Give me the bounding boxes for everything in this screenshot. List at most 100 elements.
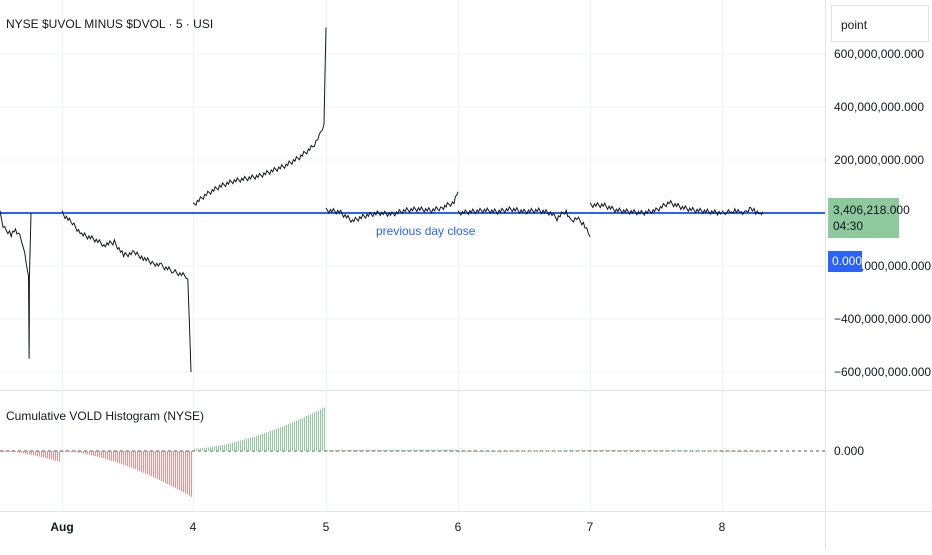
- histogram-bar: [294, 421, 295, 451]
- histogram-bar: [250, 437, 251, 451]
- histogram-bar: [619, 450, 620, 452]
- histogram-bar: [246, 438, 247, 451]
- time-axis-label: 6: [455, 520, 462, 534]
- histogram-bar: [41, 451, 42, 458]
- histogram-bar: [535, 450, 536, 452]
- histogram-bar: [623, 450, 624, 452]
- histogram-bar: [155, 451, 156, 479]
- histogram-bar: [617, 450, 618, 452]
- histogram-bar: [419, 449, 420, 451]
- histogram-bar: [21, 451, 22, 454]
- histogram-bar: [357, 450, 358, 452]
- histogram-bar: [533, 450, 534, 452]
- histogram-bar: [555, 450, 556, 452]
- histogram-bar: [761, 450, 762, 452]
- histogram-bar: [85, 451, 86, 454]
- histogram-bar: [749, 450, 750, 452]
- histogram-bar: [149, 451, 150, 476]
- histogram-bar: [733, 450, 734, 452]
- histogram-bar: [339, 450, 340, 452]
- histogram-bar: [551, 450, 552, 452]
- histogram-bar: [523, 450, 524, 452]
- histogram-bar: [701, 450, 702, 452]
- histogram-bar: [391, 449, 392, 451]
- histogram-bar: [169, 451, 170, 485]
- histogram-bar: [687, 450, 688, 452]
- time-axis-label: 4: [190, 520, 197, 534]
- histogram-bar: [69, 451, 70, 452]
- histogram-bar: [47, 451, 48, 459]
- histogram-bar: [204, 447, 205, 451]
- histogram-bar: [635, 450, 636, 452]
- histogram-bar: [115, 451, 116, 463]
- histogram-bar: [119, 451, 120, 464]
- histogram-bar: [91, 451, 92, 456]
- histogram-bar: [539, 450, 540, 452]
- histogram-bar: [258, 435, 259, 451]
- histogram-bar: [649, 450, 650, 452]
- previous-day-close-annotation: previous day close: [376, 224, 476, 238]
- histogram-bar: [689, 450, 690, 452]
- histogram-bar: [5, 451, 6, 452]
- histogram-bar: [707, 450, 708, 452]
- histogram-bar: [543, 450, 544, 452]
- histogram-bar: [699, 450, 700, 452]
- histogram-bar: [238, 441, 239, 451]
- histogram-bar: [629, 450, 630, 452]
- histogram-bar: [67, 451, 68, 452]
- histogram-bar: [477, 450, 478, 452]
- unit-selector[interactable]: point: [831, 5, 929, 42]
- last-value: 3,406,218.000: [833, 203, 910, 217]
- histogram-bar: [222, 444, 223, 451]
- histogram-bar: [236, 441, 237, 451]
- histogram-bar: [282, 426, 283, 451]
- histogram-bar: [135, 451, 136, 470]
- histogram-bar: [591, 450, 592, 452]
- histogram-bar: [191, 451, 192, 497]
- histogram-bar: [133, 451, 134, 469]
- price-axis-label: 400,000,000.000: [834, 100, 924, 114]
- time-axis[interactable]: Aug 4 5 6 7 8: [50, 520, 725, 534]
- histogram-bar: [33, 451, 34, 456]
- histogram-bar: [553, 450, 554, 452]
- histogram-bar: [529, 450, 530, 452]
- histogram-bar: [663, 450, 664, 452]
- histogram-bar: [719, 450, 720, 452]
- histogram-bar: [383, 449, 384, 451]
- histogram-bar: [341, 450, 342, 452]
- histogram-bar: [189, 451, 190, 496]
- histogram-bar: [407, 449, 408, 451]
- histogram-bar: [29, 451, 30, 455]
- histogram-bar: [75, 451, 76, 453]
- histogram-bar: [493, 450, 494, 452]
- histogram-bar: [179, 451, 180, 491]
- histogram-bar: [485, 450, 486, 452]
- time-axis-label: 8: [719, 520, 726, 534]
- histogram-bar: [173, 451, 174, 488]
- histogram-bar: [210, 447, 211, 451]
- time-axis-label: Aug: [50, 520, 73, 534]
- histogram-bar: [567, 450, 568, 452]
- histogram-bar: [641, 450, 642, 452]
- histogram-bar: [409, 449, 410, 451]
- histogram-bar: [214, 446, 215, 451]
- histogram-bar: [639, 450, 640, 452]
- price-series-line: [457, 205, 591, 238]
- symbol-title[interactable]: NYSE $UVOL MINUS $DVOL · 5 · USI: [6, 17, 214, 31]
- histogram-bar: [631, 450, 632, 452]
- histogram-bar: [333, 450, 334, 452]
- time-axis-label: 5: [323, 520, 330, 534]
- histogram-bar: [15, 451, 16, 453]
- histogram-bar: [579, 450, 580, 452]
- indicator-title[interactable]: Cumulative VOLD Histogram (NYSE): [6, 409, 205, 423]
- histogram-bar: [447, 449, 448, 451]
- histogram-bar: [441, 449, 442, 451]
- histogram-bar: [314, 412, 315, 451]
- histogram-bar: [469, 450, 470, 452]
- histogram-bar: [647, 450, 648, 452]
- histogram-bar: [125, 451, 126, 466]
- histogram-bar: [601, 450, 602, 452]
- histogram-bar: [583, 450, 584, 452]
- histogram-bar: [264, 433, 265, 451]
- histogram-bar: [415, 449, 416, 451]
